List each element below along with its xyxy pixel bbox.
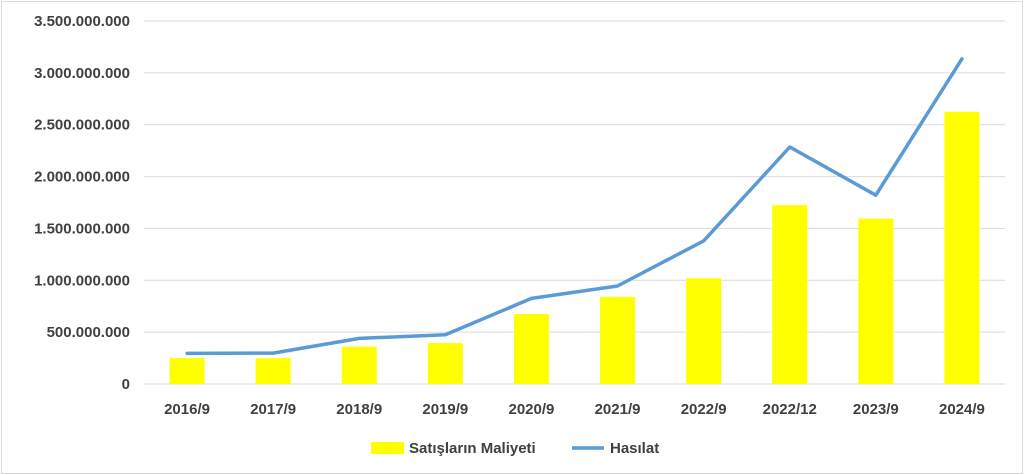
x-tick-label: 2022/9 <box>681 401 727 418</box>
bar-satislarin-maliyeti <box>341 346 377 384</box>
bar-series <box>169 111 980 384</box>
x-tick-label: 2018/9 <box>336 401 382 418</box>
x-tick-label: 2023/9 <box>853 401 899 418</box>
x-tick-label: 2019/9 <box>422 401 468 418</box>
legend-label-bar: Satışların Maliyeti <box>409 440 536 457</box>
x-tick-label: 2020/9 <box>509 401 555 418</box>
bar-satislarin-maliyeti <box>255 358 291 384</box>
x-axis: 2016/9 2017/9 2018/9 2019/9 2020/9 2021/9 2022… <box>164 401 985 418</box>
y-tick-label: 1.000.000.000 <box>34 272 130 289</box>
bar-satislarin-maliyeti <box>600 296 636 384</box>
y-tick-label: 1.500.000.000 <box>34 220 130 237</box>
bar-satislarin-maliyeti <box>858 218 894 384</box>
y-tick-label: 2.000.000.000 <box>34 169 130 186</box>
line-hasilat <box>185 57 964 356</box>
bar-satislarin-maliyeti <box>427 343 463 384</box>
y-tick-label: 3.500.000.000 <box>34 13 130 30</box>
bar-satislarin-maliyeti <box>944 111 980 384</box>
x-tick-label: 2022/12 <box>763 401 817 418</box>
y-tick-label: 3.000.000.000 <box>34 65 130 82</box>
bar-satislarin-maliyeti <box>169 358 205 384</box>
bar-satislarin-maliyeti <box>686 278 722 384</box>
legend-label-line: Hasılat <box>610 440 659 457</box>
x-tick-label: 2024/9 <box>939 401 985 418</box>
y-tick-label: 2.500.000.000 <box>34 117 130 134</box>
x-tick-label: 2017/9 <box>250 401 296 418</box>
y-axis: 0 500.000.000 1.000.000.000 1.500.000.000 2.… <box>34 13 130 393</box>
x-tick-label: 2021/9 <box>595 401 641 418</box>
bar-satislarin-maliyeti <box>513 313 549 384</box>
x-tick-label: 2016/9 <box>164 401 210 418</box>
y-tick-label: 500.000.000 <box>47 324 130 341</box>
bar-satislarin-maliyeti <box>772 205 808 384</box>
legend: Satışların Maliyeti Hasılat <box>371 440 659 457</box>
line-series <box>185 57 964 356</box>
legend-swatch-bar <box>371 442 404 454</box>
grid-layer <box>144 20 1005 385</box>
y-tick-label: 0 <box>122 376 130 393</box>
